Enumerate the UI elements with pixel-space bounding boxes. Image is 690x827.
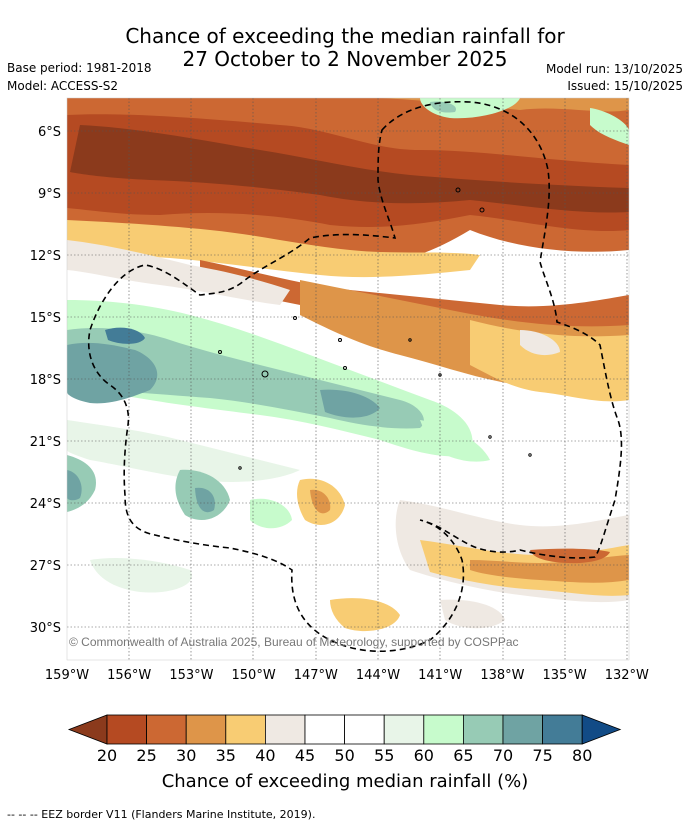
lon-label: 138°W	[480, 668, 524, 683]
colorbar-tick: 70	[493, 746, 513, 765]
rainfall-field	[67, 98, 629, 660]
colorbar-tick: 80	[572, 746, 592, 765]
eez-border	[87, 100, 623, 652]
base-period: Base period: 1981-2018	[7, 61, 152, 75]
colorbar-title: Chance of exceeding median rainfall (%)	[161, 771, 529, 792]
footnote: -- -- -- EEZ border V11 (Flanders Marine…	[7, 808, 316, 821]
lat-label: 21°S	[30, 435, 61, 450]
lat-label: 27°S	[30, 559, 61, 574]
colorbar-tick: 40	[255, 746, 275, 765]
colorbar-tick: 65	[453, 746, 473, 765]
lon-label: 135°W	[543, 668, 587, 683]
map-title-line2: 27 October to 2 November 2025	[182, 47, 508, 71]
colorbar-tick: 55	[374, 746, 394, 765]
colorbar-segment	[106, 714, 147, 745]
colorbar-segment	[542, 714, 583, 745]
colorbar-segment	[462, 714, 504, 745]
lon-label: 132°W	[605, 668, 649, 683]
map-title-line1: Chance of exceeding the median rainfall …	[125, 24, 565, 48]
colorbar-arrow-high	[581, 714, 622, 745]
islands	[218, 187, 532, 470]
colorbar-segment	[225, 714, 266, 745]
colorbar-tick: 60	[414, 746, 434, 765]
lon-label: 141°W	[418, 668, 462, 683]
colorbar-tick: 75	[532, 746, 552, 765]
colorbar-segment	[383, 714, 425, 745]
model-name: Model: ACCESS-S2	[7, 79, 119, 93]
colorbar-tick: 45	[295, 746, 315, 765]
colorbar-tick: 30	[176, 746, 196, 765]
colorbar-segment	[185, 714, 227, 745]
colorbar-segment	[423, 714, 464, 745]
graticule	[67, 98, 629, 660]
colorbar-segment	[502, 714, 543, 745]
colorbar-segment	[146, 714, 187, 745]
model-run: Model run: 13/10/2025	[545, 62, 683, 76]
colorbar-segment	[344, 714, 385, 745]
lon-label: 156°W	[107, 668, 151, 683]
lat-label: 6°S	[38, 125, 61, 140]
lat-label: 12°S	[30, 249, 61, 264]
latitude-labels: 6°S 9°S 12°S 15°S 18°S 21°S 24°S 27°S 30°S	[30, 125, 61, 636]
copyright-text: © Commonwealth of Australia 2025, Bureau…	[69, 635, 519, 649]
lon-label: 153°W	[169, 668, 213, 683]
colorbar: 20 25 30 35 40 45 50 55 60 65 70 75 80	[67, 714, 622, 765]
colorbar-segment	[304, 714, 345, 745]
colorbar-tick: 20	[97, 746, 117, 765]
lat-label: 30°S	[30, 621, 61, 636]
lat-label: 18°S	[30, 373, 61, 388]
lon-label: 147°W	[294, 668, 338, 683]
lon-label: 144°W	[356, 668, 400, 683]
colorbar-tick: 25	[136, 746, 156, 765]
lon-label: 150°W	[232, 668, 276, 683]
longitude-labels: 159°W 156°W 153°W 150°W 147°W 144°W 141°W 138°W…	[45, 668, 649, 683]
colorbar-arrow-low	[67, 714, 108, 745]
issued-date: Issued: 15/10/2025	[567, 79, 683, 93]
lat-label: 24°S	[30, 497, 61, 512]
lat-label: 15°S	[30, 311, 61, 326]
lat-label: 9°S	[38, 187, 61, 202]
colorbar-tick: 50	[334, 746, 354, 765]
colorbar-segment	[264, 714, 306, 745]
lon-label: 159°W	[45, 668, 89, 683]
colorbar-tick: 35	[216, 746, 236, 765]
